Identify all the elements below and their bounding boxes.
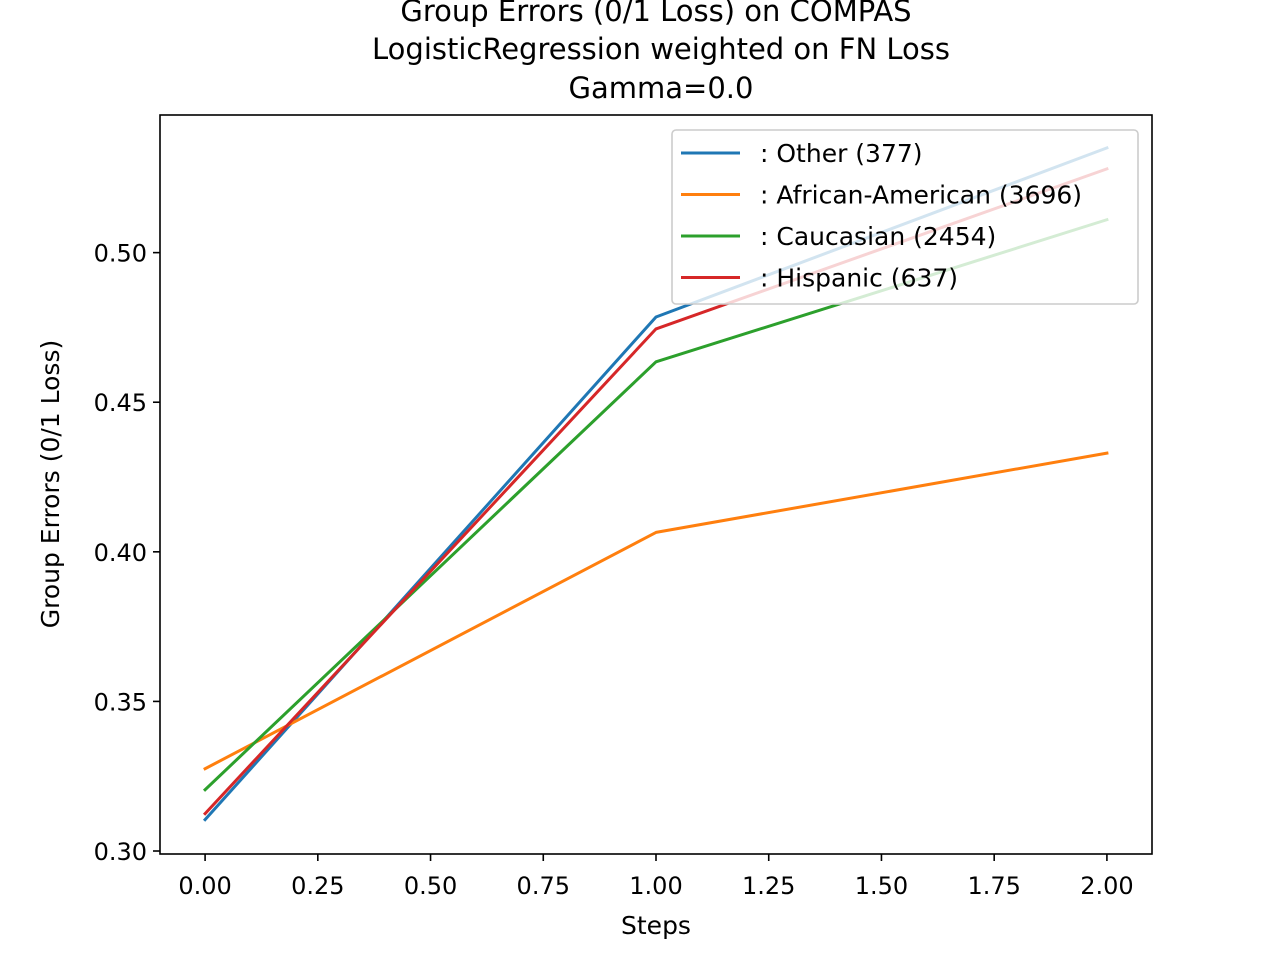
x-tick-label: 0.50 (404, 872, 457, 900)
legend-label-1: : African-American (3696) (760, 181, 1082, 210)
y-axis-label: Group Errors (0/1 Loss) (36, 340, 65, 629)
plot-frame (159, 114, 1153, 855)
legend-box (671, 129, 1139, 305)
x-tick-label: 2.00 (1080, 872, 1133, 900)
y-tick-label: 0.40 (94, 539, 147, 567)
x-axis-label: Steps (621, 911, 691, 940)
series-line-1 (203, 451, 1109, 771)
x-tick-label: 0.75 (517, 872, 570, 900)
legend-label-2: : Caucasian (2454) (760, 222, 996, 251)
x-tick-label: 1.25 (742, 872, 795, 900)
x-tick-label: 1.00 (629, 872, 682, 900)
title-line-3: Gamma=0.0 (569, 71, 754, 105)
legend-label-0: : Other (377) (760, 139, 923, 168)
x-tick-label: 1.50 (855, 872, 908, 900)
legend-label-3: : Hispanic (637) (760, 264, 958, 293)
title-line-1: Group Errors (0/1 Loss) on COMPAS (400, 0, 911, 28)
legend: : Other (377) : African-American (3696) : … (671, 129, 1139, 305)
x-tick-label: 0.25 (291, 872, 344, 900)
y-tick-label: 0.30 (94, 838, 147, 866)
y-tick-label: 0.45 (94, 389, 147, 417)
y-tick-label: 0.50 (94, 240, 147, 268)
title-line-2: LogisticRegression weighted on FN Loss (372, 32, 950, 66)
y-tick-label: 0.35 (94, 688, 147, 716)
x-tick-label: 0.00 (178, 872, 231, 900)
chart-title: Group Errors (0/1 Loss) on COMPAS Logist… (372, 0, 950, 105)
series-line-2 (202, 217, 1109, 792)
x-axis-ticks: 0.00 0.25 0.50 0.75 1.00 1.25 1.50 1.75 2.00 (178, 854, 1134, 900)
x-tick-label: 1.75 (967, 872, 1020, 900)
y-axis-ticks: 0.30 0.35 0.40 0.45 0.50 (94, 240, 160, 866)
